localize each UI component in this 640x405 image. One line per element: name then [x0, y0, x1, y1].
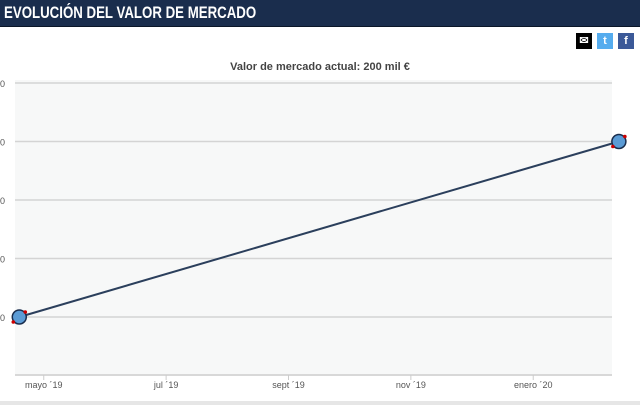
email-icon: ✉ — [579, 35, 589, 47]
y-tick-label: 0 — [0, 138, 5, 148]
y-tick-label: 0 — [0, 313, 5, 323]
marker-dot — [11, 320, 16, 324]
chart-title: Valor de mercado actual: 200 mil € — [230, 61, 410, 73]
marker-dot — [623, 134, 627, 139]
divider — [0, 401, 640, 405]
x-tick-label: mayo ´19 — [25, 380, 63, 390]
x-tick-label: sept ´19 — [272, 380, 305, 390]
section-title: EVOLUCIÓN DEL VALOR DE MERCADO — [4, 3, 257, 22]
facebook-share-button[interactable]: f — [618, 33, 634, 49]
marker-dot — [611, 144, 615, 149]
series-line — [19, 140, 620, 318]
x-tick-label: enero ´20 — [514, 380, 553, 390]
y-tick-label: 0 — [0, 79, 5, 89]
club-logo-marker — [611, 133, 627, 150]
x-tick-label: nov ´19 — [396, 380, 426, 390]
twitter-share-button[interactable]: t — [597, 33, 613, 49]
club-logo-marker — [11, 309, 28, 325]
email-share-button[interactable]: ✉ — [576, 33, 592, 49]
y-tick-label: 0 — [0, 196, 5, 206]
plot-background — [15, 80, 612, 375]
y-tick-label: 0 — [0, 255, 5, 265]
facebook-icon: f — [624, 35, 628, 47]
twitter-icon: t — [603, 35, 607, 47]
marker-dot — [23, 310, 28, 314]
section-header: EVOLUCIÓN DEL VALOR DE MERCADO — [0, 0, 640, 27]
x-tick-label: jul ´19 — [153, 380, 179, 390]
